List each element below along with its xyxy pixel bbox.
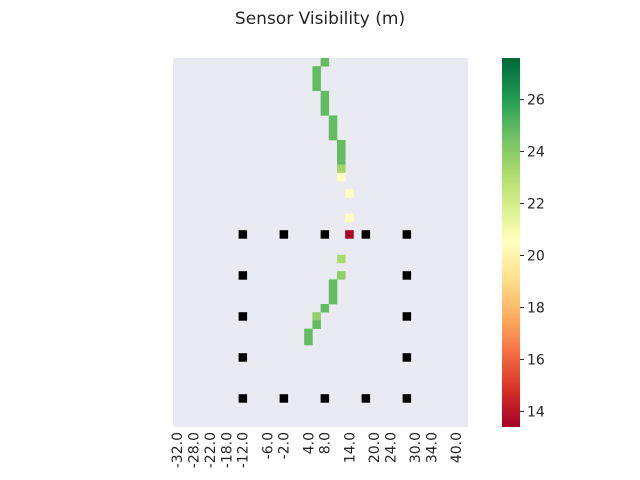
colorbar-tick-label: 26 [527,93,545,109]
heatmap-cell [320,304,330,313]
obstacle-cell [402,353,412,362]
x-tick-label: -12.0 [236,432,252,468]
x-tick-label: 4.0 [301,432,317,454]
x-tick-label: 24.0 [383,432,399,463]
obstacle-cell [238,271,248,280]
obstacle-cell [279,394,289,403]
heatmap-cell [337,271,346,280]
heatmap-cell [345,189,354,198]
heatmap-cell [328,123,338,133]
heatmap-cell [345,213,354,223]
x-tick-label: -6.0 [260,432,276,459]
heatmap-cell [328,131,338,141]
heatmap-cell [320,90,330,100]
x-tick-label: 40.0 [449,432,465,463]
plot-background [173,58,469,427]
heatmap-cell [337,140,346,149]
x-tick-label: 20.0 [367,432,383,463]
heatmap-cell [337,254,346,264]
heatmap-cell [328,295,338,305]
heatmap-cell [320,107,330,116]
x-tick-label: -32.0 [170,432,186,468]
x-tick-label: -28.0 [187,432,203,468]
colorbar-tick-label: 16 [527,352,545,368]
obstacle-cell [361,230,371,239]
colorbar-gradient [502,58,520,427]
heatmap-cell [345,230,354,239]
x-tick-label: 30.0 [408,432,424,463]
heatmap-cell [337,164,346,174]
obstacle-cell [361,394,371,403]
x-axis: -32.0 -28.0 -22.0 -18.0 -12.0 -6.0 -2.0 4.0 8.0 1… [170,432,465,468]
heatmap-cell [320,58,330,67]
colorbar-tick-label: 14 [527,404,545,420]
obstacle-cell [238,353,248,362]
x-tick-label: 8.0 [318,432,334,454]
obstacle-cell [402,230,412,239]
colorbar-tick-label: 18 [527,300,545,316]
heatmap-cell [328,115,338,124]
obstacle-cell [279,230,289,239]
heatmap-cell [312,74,321,83]
colorbar-tick-label: 22 [527,197,545,213]
x-tick-label: -2.0 [277,432,293,459]
obstacle-cell [320,230,330,239]
heatmap-cell [312,66,321,75]
obstacle-cell [402,394,412,403]
heatmap-cell [337,172,346,182]
heatmap-cell [337,156,346,165]
heatmap-cell [320,99,330,108]
colorbar: 14 16 18 20 22 24 26 [502,58,545,427]
heatmap-cell [312,320,321,329]
colorbar-tick-label: 24 [527,145,545,161]
obstacle-cell [320,394,330,403]
heatmap-cell [337,148,346,157]
obstacle-cell [402,271,412,280]
heatmap-cell [304,328,313,338]
x-tick-label: -22.0 [203,432,219,468]
heatmap-cell [312,82,321,92]
plot-area [173,58,469,427]
chart-title: Sensor Visibility (m) [235,9,405,29]
heatmap-cell [312,312,321,321]
colorbar-tick-label: 20 [527,248,545,264]
x-tick-label: -18.0 [219,432,235,468]
heatmap-cell [328,279,338,288]
obstacle-cell [238,312,248,321]
obstacle-cell [402,312,412,321]
x-tick-label: 14.0 [342,432,358,463]
obstacle-cell [238,230,248,239]
obstacle-cell [238,394,248,403]
heatmap-cell [328,287,338,297]
x-tick-label: 34.0 [424,432,440,463]
heatmap-cell [304,336,313,346]
